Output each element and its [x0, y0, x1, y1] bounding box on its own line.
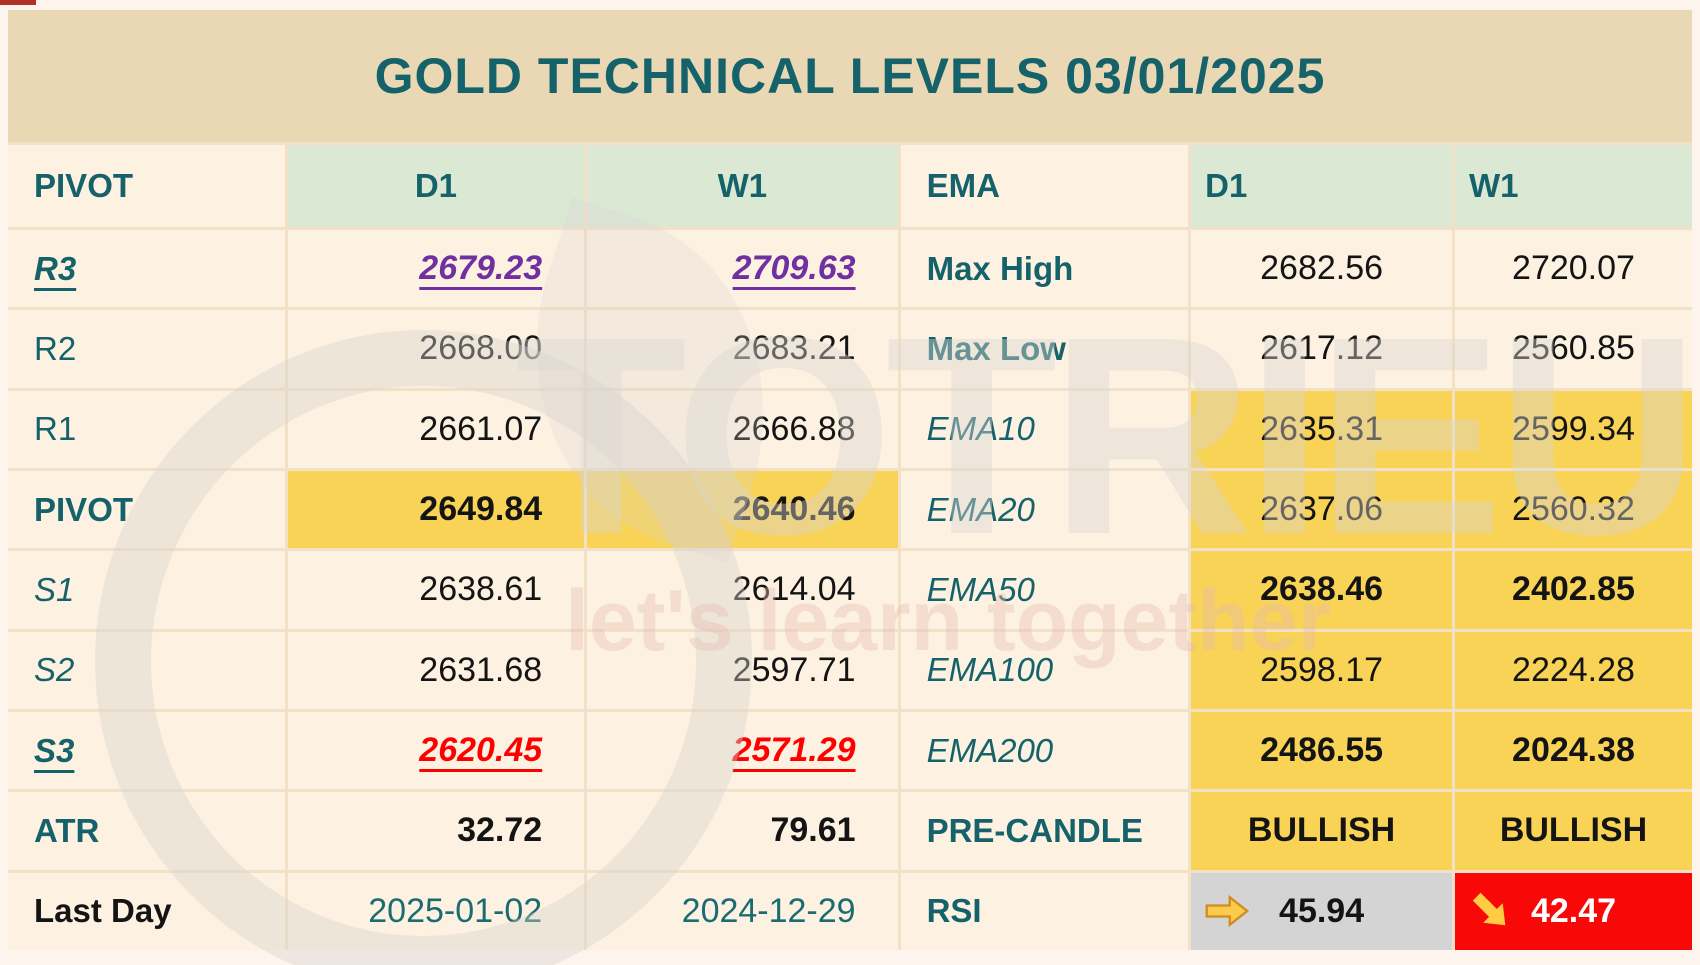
pivot-last-day-label: Last Day — [8, 872, 285, 950]
pivot-atr-label: ATR — [8, 792, 285, 870]
ema-rsi-d1: 45.94 — [1191, 872, 1452, 950]
levels-grid: PIVOT D1 W1 EMA D1 W1 R3 2679.23 2709.63 Max High… — [8, 145, 1692, 950]
ema-pre-candle-d1: BULLISH — [1191, 792, 1452, 870]
pivot-r2-label: R2 — [8, 310, 285, 388]
title-bar: GOLD TECHNICAL LEVELS 03/01/2025 — [8, 10, 1692, 142]
ema-ema20-w1: 2560.32 — [1454, 471, 1692, 549]
pivot-r2-d1: 2668.00 — [287, 310, 585, 388]
pivot-s2-label: S2 — [8, 631, 285, 709]
pivot-atr-d1: 32.72 — [287, 792, 585, 870]
pivot-pivot-d1: 2649.84 — [287, 471, 585, 549]
top-left-red-mark — [0, 0, 36, 5]
ema-ema10-label: EMA10 — [900, 390, 1189, 468]
ema-max-high-d1: 2682.56 — [1191, 230, 1452, 308]
pivot-s2-d1: 2631.68 — [287, 631, 585, 709]
ema-max-low-w1: 2560.85 — [1454, 310, 1692, 388]
header-d1-left: D1 — [287, 145, 585, 227]
ema-max-low-label: Max Low — [900, 310, 1189, 388]
ema-ema10-d1: 2635.31 — [1191, 390, 1452, 468]
header-w1-left: W1 — [587, 145, 898, 227]
pivot-s3-w1: 2571.29 — [587, 712, 898, 790]
pivot-pivot-w1: 2640.46 — [587, 471, 898, 549]
pivot-r3-d1: 2679.23 — [287, 230, 585, 308]
rsi-w1-down-right-arrow-icon — [1472, 893, 1506, 926]
ema-ema200-label: EMA200 — [900, 712, 1189, 790]
ema-max-high-label: Max High — [900, 230, 1189, 308]
ema-max-low-d1: 2617.12 — [1191, 310, 1452, 388]
ema-ema100-label: EMA100 — [900, 631, 1189, 709]
pivot-s1-d1: 2638.61 — [287, 551, 585, 629]
ema-rsi-label: RSI — [900, 872, 1189, 950]
pivot-s3-d1: 2620.45 — [287, 712, 585, 790]
technical-levels-board: GOLD TECHNICAL LEVELS 03/01/2025 PIVOT D1… — [8, 10, 1692, 950]
ema-ema200-w1: 2024.38 — [1454, 712, 1692, 790]
pivot-last-day-w1: 2024-12-29 — [587, 872, 898, 950]
ema-ema100-d1: 2598.17 — [1191, 631, 1452, 709]
header-ema: EMA — [900, 145, 1189, 227]
ema-ema50-label: EMA50 — [900, 551, 1189, 629]
ema-ema20-d1: 2637.06 — [1191, 471, 1452, 549]
ema-rsi-w1: 42.47 — [1454, 872, 1692, 950]
ema-ema50-w1: 2402.85 — [1454, 551, 1692, 629]
pivot-s1-w1: 2614.04 — [587, 551, 898, 629]
pivot-pivot-label: PIVOT — [8, 471, 285, 549]
ema-ema10-w1: 2599.34 — [1454, 390, 1692, 468]
ema-max-high-w1: 2720.07 — [1454, 230, 1692, 308]
pivot-s3-label: S3 — [8, 712, 285, 790]
pivot-s2-w1: 2597.71 — [587, 631, 898, 709]
ema-ema200-d1: 2486.55 — [1191, 712, 1452, 790]
pivot-r1-d1: 2661.07 — [287, 390, 585, 468]
ema-pre-candle-w1: BULLISH — [1454, 792, 1692, 870]
pivot-r3-w1: 2709.63 — [587, 230, 898, 308]
rsi-d1-value: 45.94 — [1279, 891, 1365, 930]
header-pivot: PIVOT — [8, 145, 285, 227]
pivot-s1-label: S1 — [8, 551, 285, 629]
pivot-atr-w1: 79.61 — [587, 792, 898, 870]
header-d1-right: D1 — [1191, 145, 1452, 227]
pivot-r3-label: R3 — [8, 230, 285, 308]
ema-ema50-d1: 2638.46 — [1191, 551, 1452, 629]
pivot-r1-w1: 2666.88 — [587, 390, 898, 468]
rsi-d1-right-arrow-icon — [1205, 895, 1250, 928]
pivot-r2-w1: 2683.21 — [587, 310, 898, 388]
page-title: GOLD TECHNICAL LEVELS 03/01/2025 — [374, 48, 1326, 104]
ema-ema20-label: EMA20 — [900, 471, 1189, 549]
ema-pre-candle-label: PRE-CANDLE — [900, 792, 1189, 870]
rsi-w1-value: 42.47 — [1530, 891, 1617, 930]
pivot-last-day-d1: 2025-01-02 — [287, 872, 585, 950]
header-w1-right: W1 — [1454, 145, 1692, 227]
pivot-r1-label: R1 — [8, 390, 285, 468]
ema-ema100-w1: 2224.28 — [1454, 631, 1692, 709]
